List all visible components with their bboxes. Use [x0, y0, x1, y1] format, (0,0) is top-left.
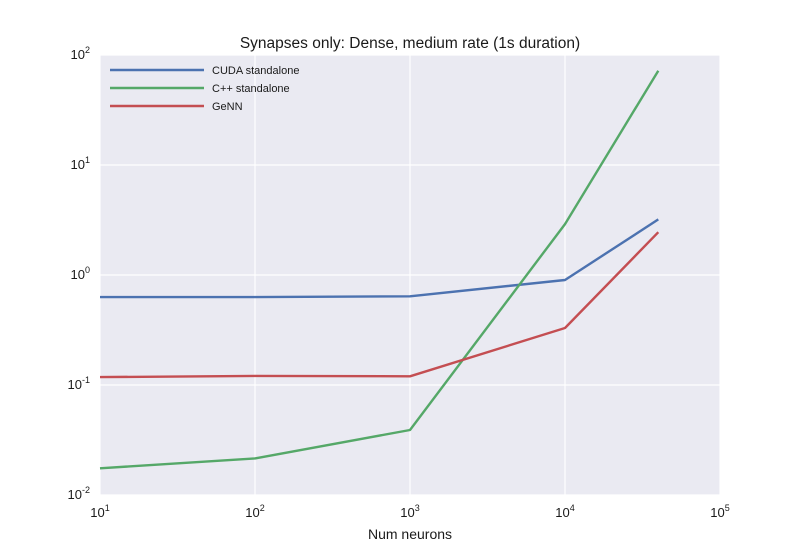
x-tick-label: 102	[245, 503, 264, 520]
legend: CUDA standalone C++ standalone GeNN	[110, 65, 299, 113]
x-tick-label: 103	[400, 503, 419, 520]
grid-lines	[99, 54, 721, 496]
x-axis-label: Num neurons	[368, 526, 452, 542]
x-tick-labels: 101 102 103 104 105	[90, 503, 729, 520]
series-lines	[99, 70, 660, 470]
y-tick-label: 100	[71, 265, 90, 282]
y-tick-label: 102	[71, 45, 90, 62]
chart-title: Synapses only: Dense, medium rate (1s du…	[240, 35, 580, 52]
y-tick-labels: 10-2 10-1 100 101 102	[68, 45, 90, 502]
y-tick-label: 10-2	[68, 485, 90, 502]
x-tick-label: 105	[710, 503, 729, 520]
legend-label: GeNN	[212, 101, 243, 113]
series-line-genn	[99, 231, 660, 379]
y-tick-label: 10-1	[68, 375, 90, 392]
legend-label: CUDA standalone	[212, 65, 299, 77]
series-line-cuda-standalone	[100, 218, 659, 299]
legend-label: C++ standalone	[212, 83, 290, 95]
y-tick-label: 101	[71, 155, 90, 172]
series-line-cpp-standalone	[99, 70, 660, 470]
x-tick-label: 101	[90, 503, 109, 520]
x-tick-label: 104	[555, 503, 574, 520]
